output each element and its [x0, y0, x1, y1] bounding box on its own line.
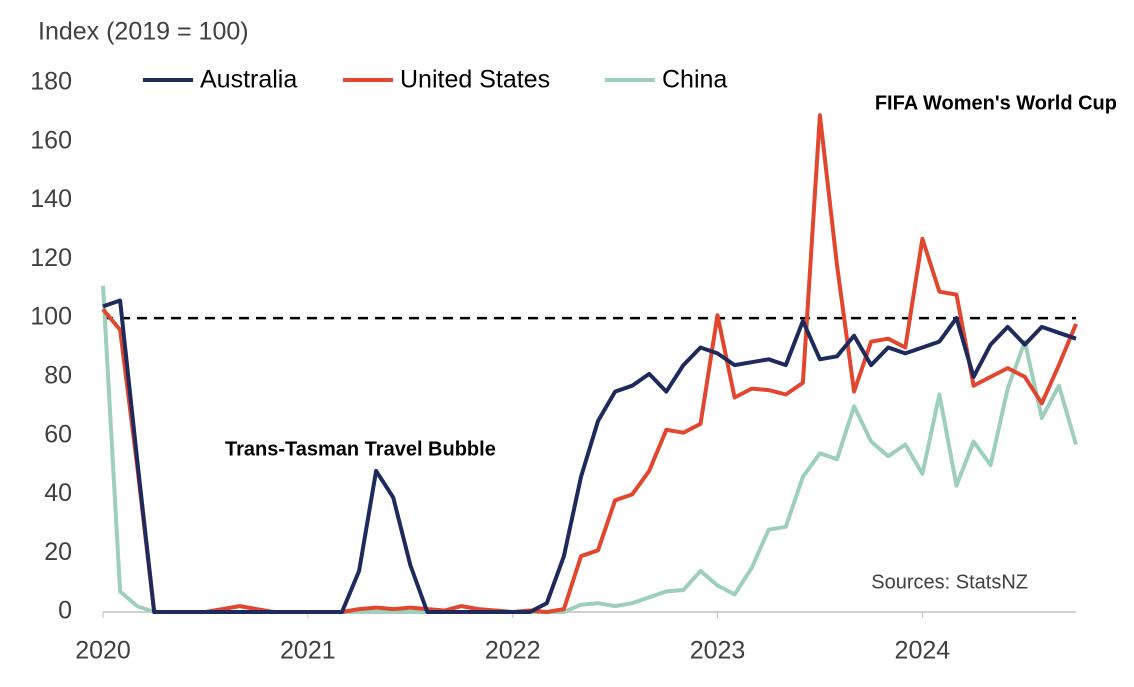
y-tick-label: 100: [30, 303, 72, 331]
legend-label: Australia: [200, 66, 297, 94]
legend-label: China: [662, 66, 727, 94]
y-tick-label: 20: [44, 538, 72, 566]
y-tick-label: 160: [30, 126, 72, 154]
x-tick-label: 2020: [75, 637, 131, 665]
y-axis-label: Index (2019 = 100): [38, 18, 249, 46]
source-note: Sources: StatsNZ: [871, 571, 1028, 593]
y-tick-label: 0: [58, 597, 72, 625]
x-tick-label: 2022: [485, 637, 541, 665]
x-tick-label: 2023: [690, 637, 746, 665]
y-tick-label: 140: [30, 185, 72, 213]
y-tick-label: 120: [30, 244, 72, 272]
legend-label: United States: [400, 66, 550, 94]
annotation: Trans-Tasman Travel Bubble: [225, 438, 496, 460]
y-tick-label: 60: [44, 420, 72, 448]
x-tick-label: 2021: [280, 637, 336, 665]
y-tick-label: 40: [44, 479, 72, 507]
series-line: [102, 298, 1077, 614]
series-line: [101, 113, 1078, 614]
y-tick-label: 180: [30, 68, 72, 96]
annotation: FIFA Women's World Cup: [875, 92, 1117, 114]
x-tick-label: 2024: [895, 637, 951, 665]
y-tick-label: 80: [44, 361, 72, 389]
